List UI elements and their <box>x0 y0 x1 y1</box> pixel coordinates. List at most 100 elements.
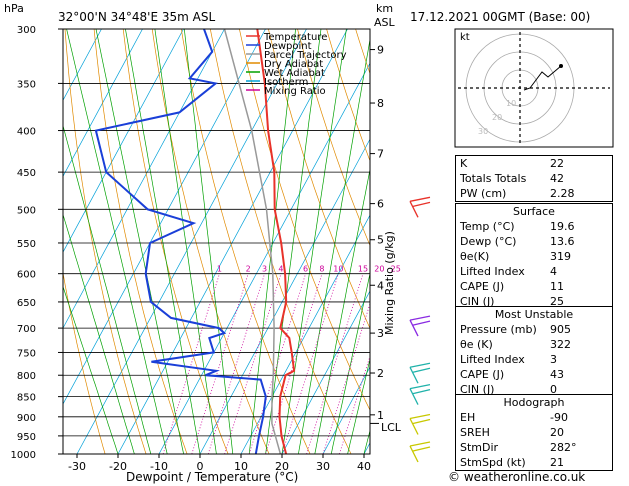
dry-adiabat-line <box>122 29 229 454</box>
most-unstable-label: Pressure (mb) <box>460 323 537 336</box>
hodograph-stat-row: EH -90 <box>456 410 612 425</box>
surface-label: θe(K) <box>460 250 490 263</box>
surface-label: Temp (°C) <box>460 220 515 233</box>
legend-label: Dry Adiabat <box>264 59 323 70</box>
km-tick-label: 1 <box>377 409 384 422</box>
mixing-ratio-label: 10 <box>333 265 343 274</box>
temp-tick-label: 30 <box>316 460 330 473</box>
wind-barb <box>409 196 431 218</box>
location-title: 32°00'N 34°48'E 35m ASL <box>58 10 215 24</box>
most-unstable-label: Lifted Index <box>460 353 525 366</box>
temperature-series <box>256 29 296 454</box>
most-unstable-value: 3 <box>550 353 557 366</box>
hodograph-stat-value: 20 <box>550 426 564 439</box>
hodograph-ring-label: 30 <box>478 127 488 136</box>
index-value: 2.28 <box>550 187 575 200</box>
km-tick-label: 7 <box>377 148 384 161</box>
mixing-ratio-label: 25 <box>391 265 401 274</box>
hpa-label: hPa <box>4 2 24 15</box>
index-value: 22 <box>550 157 564 170</box>
most-unstable-label: CIN (J) <box>460 383 495 396</box>
hodograph-kt-label: kt <box>460 32 470 43</box>
mixing-ratio-label: 8 <box>319 265 324 274</box>
isotherm-line <box>322 366 370 454</box>
isotherm-line <box>158 62 370 454</box>
pressure-tick-label: 750 <box>17 348 36 359</box>
mixing-ratio-label: 3 <box>262 265 267 274</box>
pressure-tick-label: 650 <box>17 298 36 309</box>
surface-row: CIN (J) 25 <box>456 294 612 309</box>
surface-row: θe(K) 319 <box>456 249 612 264</box>
legend-label: Isotherm <box>264 77 308 88</box>
x-axis-label: Dewpoint / Temperature (°C) <box>126 470 298 484</box>
hodograph-stat-label: SREH <box>460 426 490 439</box>
most-unstable-table: Most Unstable Pressure (mb) 905 θe (K) 322 L… <box>455 306 613 398</box>
temp-tick-label: -30 <box>68 460 86 473</box>
surface-value: 319 <box>550 250 571 263</box>
most-unstable-row: θe (K) 322 <box>456 337 612 352</box>
hodograph-table: Hodograph EH -90 SREH 20 StmDir 282° StmSpd (k… <box>455 394 613 471</box>
wind-barb <box>409 362 431 384</box>
indices-table: K 22 Totals Totals 42 PW (cm) 2.28 <box>455 155 613 202</box>
surface-label: CIN (J) <box>460 295 495 308</box>
surface-label: CAPE (J) <box>460 280 505 293</box>
isotherm-line <box>63 29 143 177</box>
most-unstable-row: CIN (J) 0 <box>456 382 612 397</box>
isotherm-line <box>63 29 102 102</box>
wet-adiabat-line <box>63 124 152 454</box>
km-tick-label: 2 <box>377 367 384 380</box>
legend-label: Dewpoint <box>264 41 312 52</box>
wind-barb <box>409 383 431 405</box>
legend-label: Parcel Trajectory <box>264 50 347 61</box>
pressure-tick-label: 950 <box>17 432 36 443</box>
mixing-ratio-label: 2 <box>246 265 251 274</box>
pressure-tick-label: 300 <box>17 25 36 36</box>
index-label: PW (cm) <box>460 187 507 200</box>
temp-tick-label: 0 <box>197 460 204 473</box>
km-tick-label: 9 <box>377 44 384 57</box>
mixing-ratio-label: 1 <box>217 265 222 274</box>
most-unstable-row: CAPE (J) 43 <box>456 367 612 382</box>
index-label: Totals Totals <box>460 172 527 185</box>
surface-title: Surface <box>513 205 555 218</box>
hodograph-stat-row: StmSpd (kt) 21 <box>456 455 612 470</box>
surface-row: CAPE (J) 11 <box>456 279 612 294</box>
hodograph-ring-label: 10 <box>506 99 516 108</box>
most-unstable-value: 43 <box>550 368 564 381</box>
km-tick-label: 6 <box>377 198 384 211</box>
mixing-ratio-line <box>191 273 249 454</box>
mixing-ratio-line <box>322 302 370 454</box>
hodograph-trace <box>523 65 562 91</box>
pressure-tick-label: 550 <box>17 239 36 250</box>
hodograph-point <box>559 64 563 68</box>
dry-adiabat-line <box>617 29 629 454</box>
isotherm-line <box>199 138 370 454</box>
wet-adiabat-line <box>95 29 184 454</box>
datetime-title: 17.12.2021 00GMT (Base: 00) <box>410 10 590 24</box>
dewpoint-series <box>94 29 267 454</box>
temp-tick-label: 10 <box>234 460 248 473</box>
wet-adiabat-line <box>154 29 217 454</box>
isotherm-line <box>63 29 266 405</box>
wind-barb <box>409 413 431 435</box>
most-unstable-value: 905 <box>550 323 571 336</box>
parcel-trajectory-series <box>223 29 282 454</box>
hodograph-stat-label: StmDir <box>460 441 499 454</box>
isotherm-line <box>76 29 307 454</box>
dry-adiabat-line <box>297 29 370 247</box>
pressure-tick-label: 700 <box>17 324 36 335</box>
index-row: K 22 <box>456 156 612 171</box>
pressure-tick-label: 900 <box>17 413 36 424</box>
most-unstable-label: θe (K) <box>460 338 493 351</box>
hodograph-stat-label: StmSpd (kt) <box>460 456 526 469</box>
mixing-ratio-label: 20 <box>374 265 384 274</box>
footer-credit: © weatheronline.co.uk <box>448 470 586 484</box>
pressure-tick-label: 500 <box>17 205 36 216</box>
index-value: 42 <box>550 172 564 185</box>
temp-tick-label: 40 <box>357 460 371 473</box>
surface-row: Lifted Index 4 <box>456 264 612 279</box>
hodograph-stat-value: 21 <box>550 456 564 469</box>
legend-label: Wet Adiabat <box>264 68 325 79</box>
